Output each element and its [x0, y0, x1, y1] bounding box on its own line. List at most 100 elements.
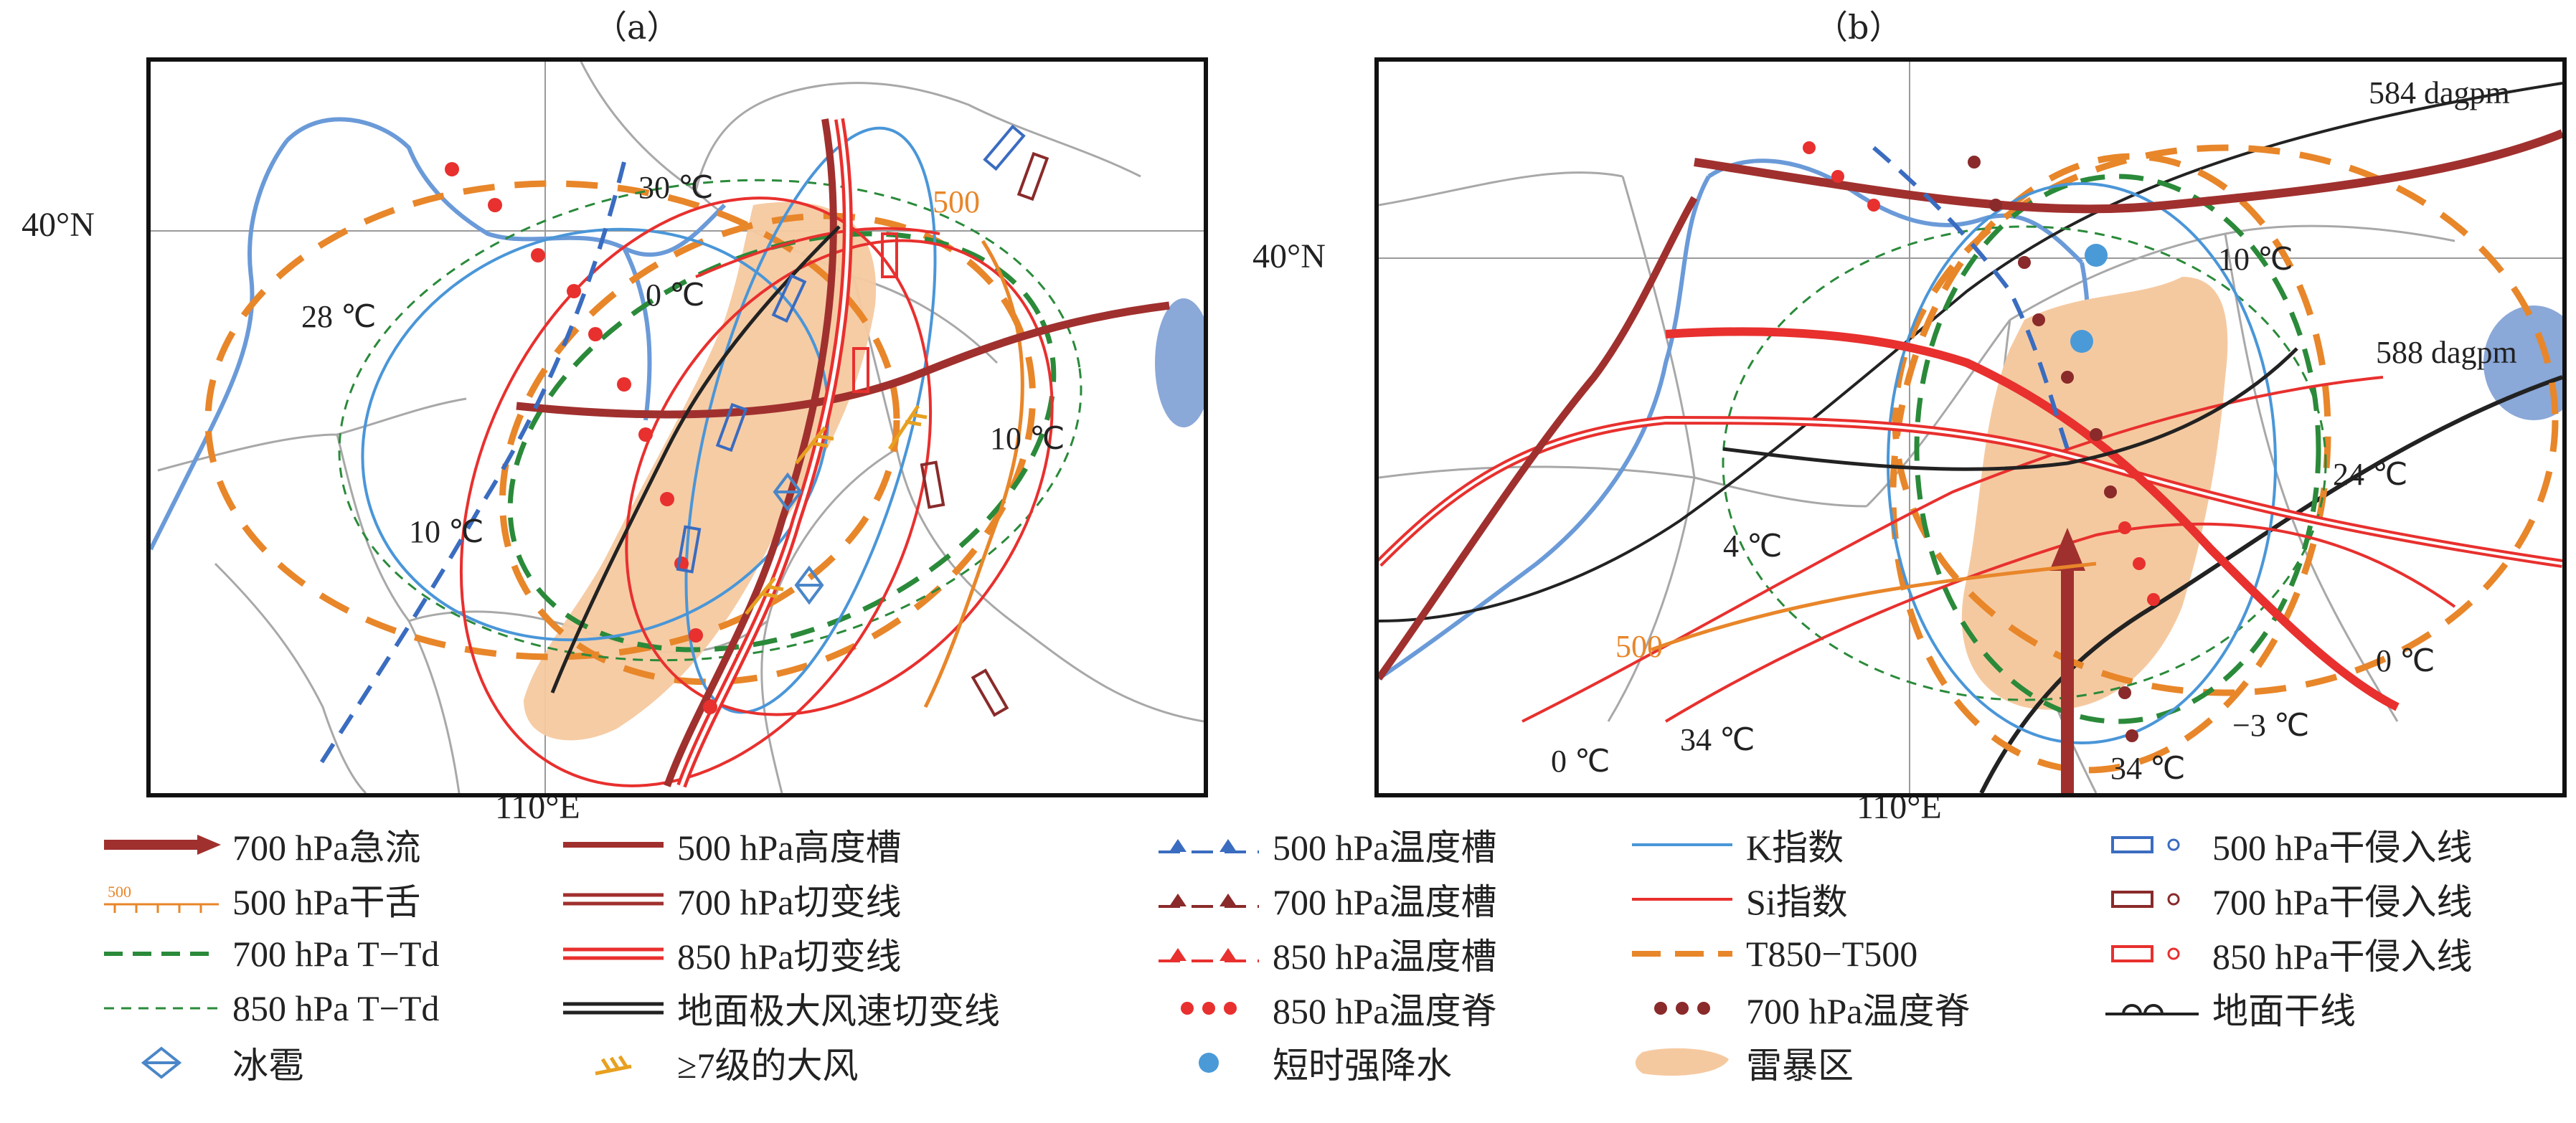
legend-tridge700: 700 hPa温度脊	[1628, 981, 1971, 1036]
legend-ttd700-label: 700 hPa T−Td	[232, 934, 440, 974]
panel-b-si-1	[1521, 376, 2384, 723]
panel-a-text-30: 30 ℃	[638, 170, 713, 205]
legend-trough500: 500 hPa高度槽	[560, 818, 902, 872]
legend-siindex-symbol	[1632, 898, 1732, 901]
legend-dry850in: 850 hPa干侵入线	[2102, 927, 2473, 981]
legend-gale: ≥7级的大风	[560, 1036, 858, 1090]
panel-a-dry700in	[920, 151, 1049, 717]
legend-dry500in: 500 hPa干侵入线	[2102, 818, 2473, 872]
panel-a-storm-area	[524, 202, 877, 741]
legend-shear850-label: 850 hPa切变线	[677, 937, 902, 977]
panel-b-text-34b: 34 ℃	[2110, 751, 2185, 786]
panel-a-t850-t500-inner	[499, 212, 1037, 686]
panel-a-shear700	[664, 118, 837, 787]
panel-b-shear850-2	[1665, 327, 2400, 711]
legend-shear850-symbol	[563, 947, 664, 960]
legend-jet700: 700 hPa急流	[100, 818, 421, 872]
legend-ttrough850: 850 hPa温度槽	[1155, 927, 1497, 981]
panel-a-label: （a）	[594, 8, 680, 47]
legend-rain-label: 短时强降水	[1273, 1046, 1452, 1086]
panel-b-ttd850	[1722, 225, 2327, 701]
legend-shearsfc-label: 地面极大风速切变线	[677, 991, 1000, 1031]
legend-kindex: K指数	[1628, 818, 1844, 872]
panel-a-text-10-right: 10 ℃	[990, 421, 1065, 456]
panel-b-map: 584 dagpm 588 dagpm 10 ℃ 24 ℃ 4 ℃ 500 0 …	[1374, 57, 2567, 797]
legend-t850t500-label: T850−T500	[1746, 934, 1918, 974]
panel-a-dry500in	[676, 124, 1026, 574]
panel-a-dry850in	[852, 232, 898, 393]
legend-ttrough500-label: 500 hPa温度槽	[1273, 828, 1497, 868]
legend-tridge700-symbol	[1654, 1002, 1710, 1015]
panel-a-gale	[745, 404, 928, 615]
legend-ttrough500: 500 hPa温度槽	[1155, 818, 1497, 872]
panel-b-text-588: 588 dagpm	[2376, 335, 2517, 370]
panel-b-text-m3: −3 ℃	[2232, 708, 2309, 743]
panel-a-map: 28 ℃ 30 ℃ 0 ℃ 10 ℃ 10 ℃ 500	[146, 57, 1208, 797]
panel-b-text-0b: 0 ℃	[2376, 643, 2435, 678]
panel-a-trough500	[516, 301, 1170, 419]
panel-b-dry500	[1651, 562, 2097, 652]
panel-a-hail	[773, 472, 824, 605]
panel-a-kindex-1	[361, 227, 830, 642]
panel-a-si-3	[695, 227, 940, 278]
panel-b-shear700	[1694, 129, 2562, 214]
legend-dry500in-label: 500 hPa干侵入线	[2212, 828, 2473, 868]
legend-gale-symbol	[595, 1055, 632, 1076]
legend-t850t500: T850−T500	[1628, 927, 1917, 981]
panel-a-kindex-2	[684, 126, 937, 714]
legend-rain-symbol	[1199, 1053, 1219, 1073]
legend-dry500-symbol-text: 500	[108, 883, 131, 901]
legend-trough500-label: 500 hPa高度槽	[677, 828, 902, 868]
panel-b-contour-588	[1979, 375, 2562, 793]
panel-a-dryline	[550, 225, 841, 693]
legend-dryline-symbol	[2105, 1004, 2199, 1015]
panel-b-lat-label: 40°N	[1252, 237, 1326, 275]
legend-ttrough500-symbol	[1159, 839, 1259, 853]
legend-hail-label: 冰雹	[232, 1046, 304, 1086]
legend-ttd700: 700 hPa T−Td	[100, 927, 439, 981]
legend-ttd850-label: 850 hPa T−Td	[232, 988, 440, 1028]
panel-a-lat-label: 40°N	[22, 206, 95, 244]
legend-tridge850: 850 hPa温度脊	[1155, 981, 1497, 1036]
legend-hail-symbol	[141, 1046, 182, 1079]
panel-b-contour-584	[1379, 82, 2562, 622]
panel-a-shear850-inner	[679, 118, 850, 787]
legend-hail: 冰雹	[100, 1036, 304, 1090]
legend-shear700: 700 hPa切变线	[560, 872, 902, 927]
legend-shear700-label: 700 hPa切变线	[677, 882, 902, 922]
legend-ttd700-symbol	[104, 952, 219, 956]
panel-b-dryline	[1722, 347, 2298, 471]
panel-b-t850-t500-2	[1892, 144, 2559, 696]
legend-dry500in-symbol	[2111, 836, 2180, 853]
legend-ttrough850-symbol	[1159, 948, 1259, 962]
panel-b-sea	[2483, 305, 2562, 420]
legend-jet700-symbol	[104, 835, 221, 855]
legend-gale-label: ≥7级的大风	[677, 1046, 859, 1086]
panel-b-text-34a: 34 ℃	[1680, 722, 1755, 757]
panel-b-si-2	[1664, 522, 2456, 723]
legend-trough500-symbol	[563, 842, 664, 848]
legend-storm-symbol	[1635, 1048, 1729, 1076]
panel-b-ttd700	[1914, 174, 2321, 724]
panel-b-jet700-head	[2049, 528, 2085, 571]
panel-a-river	[151, 117, 727, 551]
panel-b-label: （b）	[1815, 8, 1902, 47]
legend-shearsfc: 地面极大风速切变线	[560, 981, 1000, 1036]
panel-b-svg: 584 dagpm 588 dagpm 10 ℃ 24 ℃ 4 ℃ 500 0 …	[1379, 62, 2562, 793]
panel-a-text-28: 28 ℃	[301, 299, 376, 334]
legend-dry850in-label: 850 hPa干侵入线	[2212, 937, 2473, 977]
panel-b-ttrough500	[1872, 146, 2070, 450]
legend-dryline-label: 地面干线	[2212, 991, 2356, 1031]
legend-dryline: 地面干线	[2102, 981, 2356, 1036]
legend-ttd850-symbol	[104, 1007, 219, 1010]
panel-b-tridge850	[1803, 141, 2160, 606]
legend: 700 hPa急流 500 500 hPa干舌 700 hPa T−Td 850…	[0, 818, 2576, 1119]
legend-shear850: 850 hPa切变线	[560, 927, 902, 981]
legend-dry700in-symbol	[2111, 891, 2180, 908]
legend-tridge850-label: 850 hPa温度脊	[1273, 991, 1497, 1031]
panel-a-text-10-left: 10 ℃	[409, 514, 483, 549]
legend-jet700-label: 700 hPa急流	[232, 828, 421, 868]
panel-a-sea	[1155, 298, 1204, 427]
legend-ttd850: 850 hPa T−Td	[100, 981, 439, 1036]
panel-a-ttrough500	[313, 161, 626, 773]
